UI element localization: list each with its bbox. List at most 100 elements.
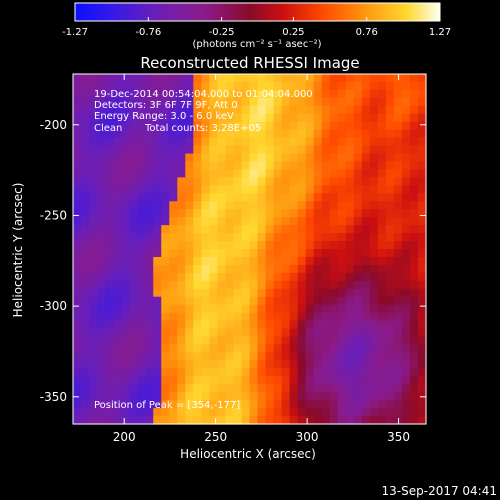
heatmap-cell — [233, 137, 243, 147]
heatmap-cell — [297, 376, 307, 385]
heatmap-cell — [137, 336, 146, 346]
x-tick-label: 200 — [113, 430, 136, 444]
heatmap-cell — [161, 304, 170, 314]
heatmap-cell — [225, 74, 235, 83]
heatmap-cell — [385, 272, 395, 282]
heatmap-cell — [241, 177, 251, 186]
heatmap-cell — [129, 129, 138, 139]
heatmap-cell — [153, 145, 162, 155]
heatmap-cell — [217, 74, 227, 83]
heatmap-cell — [321, 185, 331, 194]
heatmap-cell — [305, 161, 315, 171]
heatmap-cell — [89, 233, 98, 242]
heatmap-cell — [209, 280, 219, 290]
heatmap-cell — [105, 249, 114, 258]
heatmap-cell — [401, 256, 411, 266]
heatmap-cell — [201, 145, 210, 155]
heatmap-cell — [313, 280, 323, 290]
heatmap-cell — [257, 249, 267, 258]
heatmap-cell — [361, 129, 371, 139]
heatmap-cell — [377, 169, 387, 178]
heatmap-cell — [273, 320, 283, 330]
heatmap-cell — [225, 81, 235, 91]
heatmap-cell — [201, 256, 210, 266]
heatmap-cell — [249, 272, 259, 282]
heatmap-cell — [241, 105, 251, 115]
heatmap-cell — [177, 105, 186, 115]
heatmap-cell — [353, 408, 363, 417]
heatmap-cell — [97, 81, 106, 91]
heatmap-cell — [281, 169, 291, 178]
heatmap-cell — [417, 209, 427, 218]
heatmap-cell — [313, 153, 323, 163]
heatmap-cell — [81, 352, 90, 361]
heatmap-cell — [129, 320, 138, 330]
heatmap-cell — [257, 312, 267, 322]
heatmap-cell — [121, 145, 130, 155]
heatmap-cell — [345, 121, 355, 131]
heatmap-cell — [145, 97, 154, 107]
heatmap-cell — [369, 312, 379, 322]
heatmap-cell — [321, 89, 331, 99]
heatmap-cell — [265, 368, 275, 377]
heatmap-cell — [353, 113, 363, 123]
colorbar-ticks: -1.27 -0.76 -0.25 0.25 0.76 1.27 — [62, 17, 451, 38]
heatmap-cell — [73, 336, 82, 346]
heatmap-cell — [353, 201, 363, 210]
heatmap-cell — [273, 145, 283, 155]
heatmap-cell — [145, 217, 154, 226]
heatmap-cell — [353, 288, 363, 298]
heatmap-cell — [313, 249, 323, 258]
heatmap-cell — [153, 233, 162, 242]
heatmap-cell — [113, 105, 122, 115]
colorbar-tick-label: 0.25 — [282, 27, 304, 38]
heatmap-cell — [201, 312, 210, 322]
heatmap-cell — [249, 201, 259, 210]
heatmap-cell — [209, 161, 219, 171]
heatmap-cell — [249, 145, 259, 155]
heatmap-cell — [105, 113, 114, 123]
heatmap-cell — [273, 169, 283, 178]
heatmap-cell — [185, 320, 194, 330]
heatmap-cell — [225, 400, 235, 409]
heatmap-cell — [145, 89, 154, 99]
heatmap-cell — [169, 296, 178, 306]
heatmap-cell — [417, 344, 427, 353]
heatmap-cell — [217, 217, 227, 226]
heatmap-cell — [177, 74, 186, 83]
heatmap-cell — [401, 352, 411, 361]
heatmap-cell — [281, 209, 291, 218]
heatmap-cell — [345, 312, 355, 322]
heatmap-cell — [249, 209, 259, 218]
heatmap-cell — [105, 137, 114, 147]
heatmap-cell — [113, 328, 122, 338]
heatmap-cell — [113, 177, 122, 186]
heatmap-cell — [361, 201, 371, 210]
heatmap-cell — [257, 185, 267, 194]
heatmap-cell — [89, 129, 98, 139]
heatmap-cell — [225, 392, 235, 401]
heatmap-cell — [249, 105, 259, 115]
heatmap-cell — [161, 312, 170, 322]
heatmap-cell — [217, 81, 227, 91]
heatmap-cell — [145, 376, 154, 385]
heatmap-cell — [409, 121, 419, 131]
heatmap-cell — [169, 336, 178, 346]
heatmap-cell — [129, 328, 138, 338]
heatmap-cell — [209, 304, 219, 314]
heatmap-cell — [249, 121, 259, 131]
heatmap-cell — [177, 145, 186, 155]
heatmap-cell — [257, 209, 267, 218]
heatmap-cell — [201, 201, 210, 210]
heatmap-cell — [185, 264, 194, 274]
heatmap-cell — [225, 408, 235, 417]
heatmap-cell — [89, 264, 98, 274]
heatmap-cell — [81, 288, 90, 298]
heatmap-cell — [121, 241, 130, 250]
heatmap-cell — [145, 408, 154, 417]
heatmap-cell — [73, 368, 82, 377]
heatmap-cell — [97, 336, 106, 346]
heatmap-cell — [233, 161, 243, 171]
heatmap-cell — [105, 177, 114, 186]
heatmap-cell — [369, 145, 379, 155]
